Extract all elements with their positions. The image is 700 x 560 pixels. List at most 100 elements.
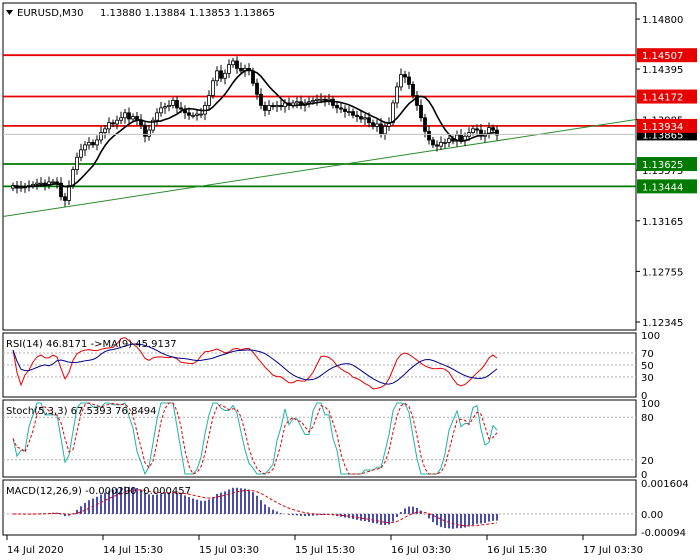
symbol-header: EURUSD,M30: [17, 8, 83, 19]
candle: [83, 141, 87, 156]
rsi-axis-label: 50: [641, 361, 654, 372]
candle: [219, 64, 223, 83]
candle: [407, 71, 411, 90]
candle: [223, 69, 227, 85]
candle: [447, 133, 451, 148]
candle: [271, 102, 275, 110]
support-level-badge: [637, 157, 697, 172]
rsi-axis-label: 0: [641, 391, 647, 402]
candle: [351, 108, 355, 119]
price-tick-label: 1.13575: [642, 166, 683, 177]
candle: [239, 62, 243, 75]
macd-header: MACD(12,26,9) -0.000290 -0.000457: [6, 486, 191, 497]
rsi-axis-label: 70: [641, 349, 654, 360]
time-tick-label: 15 Jul 03:30: [199, 545, 259, 556]
candle: [99, 126, 103, 144]
candle: [259, 88, 263, 110]
collapse-triangle-icon[interactable]: [6, 10, 13, 15]
rsi-axis-label: 30: [641, 373, 654, 384]
time-tick-label: 16 Jul 15:30: [487, 545, 547, 556]
candle: [95, 135, 99, 151]
candle: [199, 108, 203, 118]
candle: [335, 100, 339, 114]
candle: [363, 113, 367, 126]
candle: [59, 177, 63, 201]
macd-axis-label: 0.00: [641, 510, 663, 521]
macd-signal-line: [12, 489, 498, 527]
candle: [455, 130, 459, 147]
candle: [399, 68, 403, 91]
candle: [107, 117, 111, 134]
candle: [127, 107, 131, 124]
candle: [383, 122, 387, 140]
candle: [403, 70, 407, 84]
ohlc-header: 1.13880 1.13884 1.13853 1.13865: [100, 8, 275, 19]
candle: [423, 113, 427, 138]
stoch-k-line: [12, 402, 498, 476]
candle: [103, 125, 107, 139]
macd-axis-label: -0.00094: [641, 528, 686, 539]
candle: [443, 138, 447, 149]
candle: [411, 81, 415, 99]
candle: [111, 119, 115, 128]
candle: [187, 107, 191, 120]
price-tick-label: 1.12755: [642, 267, 683, 278]
price-tick-label: 1.14800: [642, 15, 683, 26]
candle: [191, 112, 195, 119]
candle: [347, 106, 351, 117]
resistance-level-badge: [637, 48, 697, 63]
candle: [475, 124, 479, 136]
candle: [395, 82, 399, 109]
candle: [143, 121, 147, 143]
price-tick-label: 1.12345: [642, 318, 683, 329]
stoch-header: Stoch(5,3,3) 67.5393 76.8494: [6, 406, 157, 417]
candle: [159, 101, 163, 117]
candle: [431, 136, 435, 148]
candle: [235, 56, 239, 74]
candle: [343, 105, 347, 118]
rsi-ma-line: [12, 343, 498, 385]
candle: [75, 152, 79, 175]
stoch-axis-label: 80: [641, 413, 654, 424]
support-level-badge: [637, 179, 697, 194]
candle: [131, 113, 135, 123]
time-tick-label: 14 Jul 15:30: [103, 545, 163, 556]
candle: [215, 66, 219, 87]
support-level-label: 1.13625: [642, 160, 683, 171]
candle: [211, 77, 215, 99]
candle: [175, 95, 179, 114]
candle: [67, 180, 71, 205]
candle: [359, 110, 363, 123]
stoch-pane: [2, 399, 637, 478]
candle: [147, 124, 151, 141]
candle: [255, 78, 259, 100]
stoch-axis-label: 100: [641, 399, 660, 410]
resistance-level-badge: [637, 89, 697, 104]
candle: [87, 137, 91, 150]
macd-axis-label: 0.001604: [641, 479, 689, 490]
candle: [63, 192, 67, 207]
stoch-d-line: [12, 402, 498, 475]
pivot-level-label: 1.13934: [642, 122, 683, 133]
current-price-label: 1.13865: [642, 130, 683, 141]
candle: [35, 178, 39, 190]
support-level-label: 1.13444: [642, 182, 683, 193]
candle: [375, 119, 379, 132]
candle: [295, 97, 299, 109]
time-tick-label: 16 Jul 03:30: [391, 545, 451, 556]
time-tick-label: 14 Jul 2020: [7, 545, 64, 556]
candle: [339, 101, 343, 113]
stoch-axis-label: 0: [641, 470, 647, 481]
candle: [415, 90, 419, 111]
rsi-line: [12, 337, 498, 390]
candle: [91, 139, 95, 148]
candle: [263, 101, 267, 117]
time-tick-label: 17 Jul 03:30: [583, 545, 643, 556]
candle: [171, 97, 175, 109]
resistance-level-label: 1.14172: [642, 93, 683, 104]
rsi-axis-label: 100: [641, 331, 660, 342]
stoch-axis-label: 20: [641, 456, 654, 467]
candle: [79, 143, 83, 162]
candle: [163, 102, 167, 114]
